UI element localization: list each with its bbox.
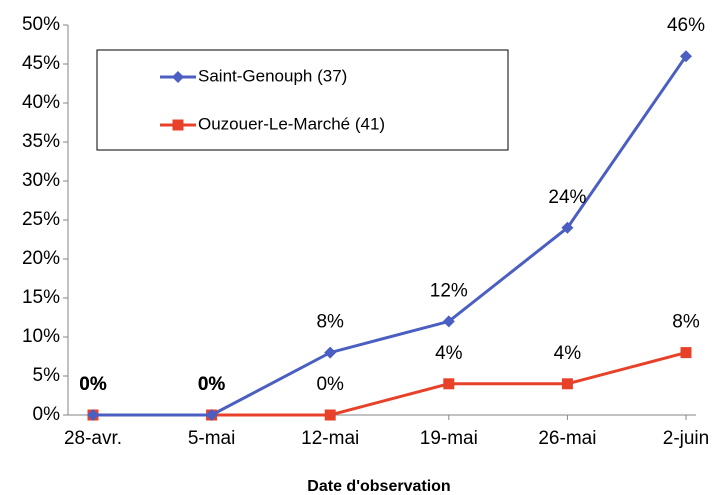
data-label: 0% xyxy=(79,374,107,395)
point xyxy=(443,378,455,390)
legend-marker xyxy=(172,71,184,83)
data-label: 24% xyxy=(548,187,586,208)
point xyxy=(561,221,574,234)
y-tick-label: 15% xyxy=(22,287,60,308)
data-label: 4% xyxy=(554,343,582,364)
x-tick-label: 2-juin xyxy=(663,428,709,449)
data-label: 4% xyxy=(435,343,463,364)
legend-marker xyxy=(172,119,184,131)
y-tick-label: 0% xyxy=(33,404,61,425)
x-tick-label: 19-mai xyxy=(420,428,478,449)
data-label: 8% xyxy=(672,312,700,333)
data-label: 0% xyxy=(198,374,226,395)
legend-box xyxy=(96,49,509,151)
point xyxy=(324,409,336,421)
x-axis-title: Date d'observation xyxy=(307,478,450,495)
point xyxy=(561,378,573,390)
data-label: 0% xyxy=(79,374,107,395)
data-label: 0% xyxy=(198,374,226,395)
series-line xyxy=(93,55,688,417)
x-tick-label: 5-mai xyxy=(188,428,236,449)
data-label: 8% xyxy=(316,312,344,333)
x-tick-label: 26-mai xyxy=(538,428,596,449)
data-label: 12% xyxy=(430,280,468,301)
y-tick-label: 40% xyxy=(22,92,60,113)
data-label: 46% xyxy=(667,15,705,36)
x-tick-label: 28-avr. xyxy=(64,428,122,449)
point xyxy=(442,315,455,328)
y-tick-label: 45% xyxy=(22,53,60,74)
y-tick-label: 20% xyxy=(22,248,60,269)
y-tick-label: 25% xyxy=(22,209,60,230)
legend-label: Saint-Genouph (37) xyxy=(198,66,347,85)
y-tick-label: 30% xyxy=(22,170,60,191)
point xyxy=(87,409,99,421)
y-tick-label: 5% xyxy=(33,365,61,386)
y-tick-label: 50% xyxy=(22,14,60,35)
x-tick-label: 12-mai xyxy=(301,428,359,449)
point xyxy=(324,346,337,359)
point xyxy=(680,50,692,63)
point xyxy=(680,347,692,359)
point xyxy=(205,409,218,421)
y-tick-label: 10% xyxy=(22,326,60,347)
data-label: 0% xyxy=(316,374,344,395)
series-line xyxy=(93,351,687,417)
y-tick-label: 35% xyxy=(22,131,60,152)
legend-label: Ouzouer-Le-Marché (41) xyxy=(198,114,385,133)
